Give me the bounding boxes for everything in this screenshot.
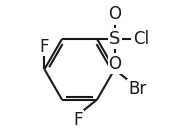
Text: O: O xyxy=(108,55,121,73)
Text: F: F xyxy=(74,111,83,129)
Text: Br: Br xyxy=(128,80,146,98)
Text: Cl: Cl xyxy=(133,30,149,48)
Text: O: O xyxy=(108,5,121,23)
Text: F: F xyxy=(40,38,49,55)
Text: S: S xyxy=(109,30,121,48)
